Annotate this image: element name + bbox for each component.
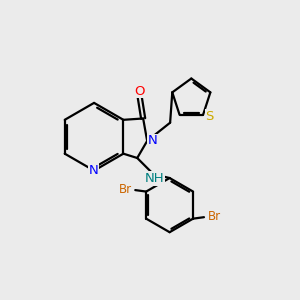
Text: Br: Br [119,183,132,196]
Text: NH: NH [145,172,165,185]
Text: O: O [134,85,145,98]
Text: S: S [206,110,214,123]
Text: N: N [148,134,157,147]
Text: N: N [88,164,98,177]
Text: Br: Br [208,210,221,223]
